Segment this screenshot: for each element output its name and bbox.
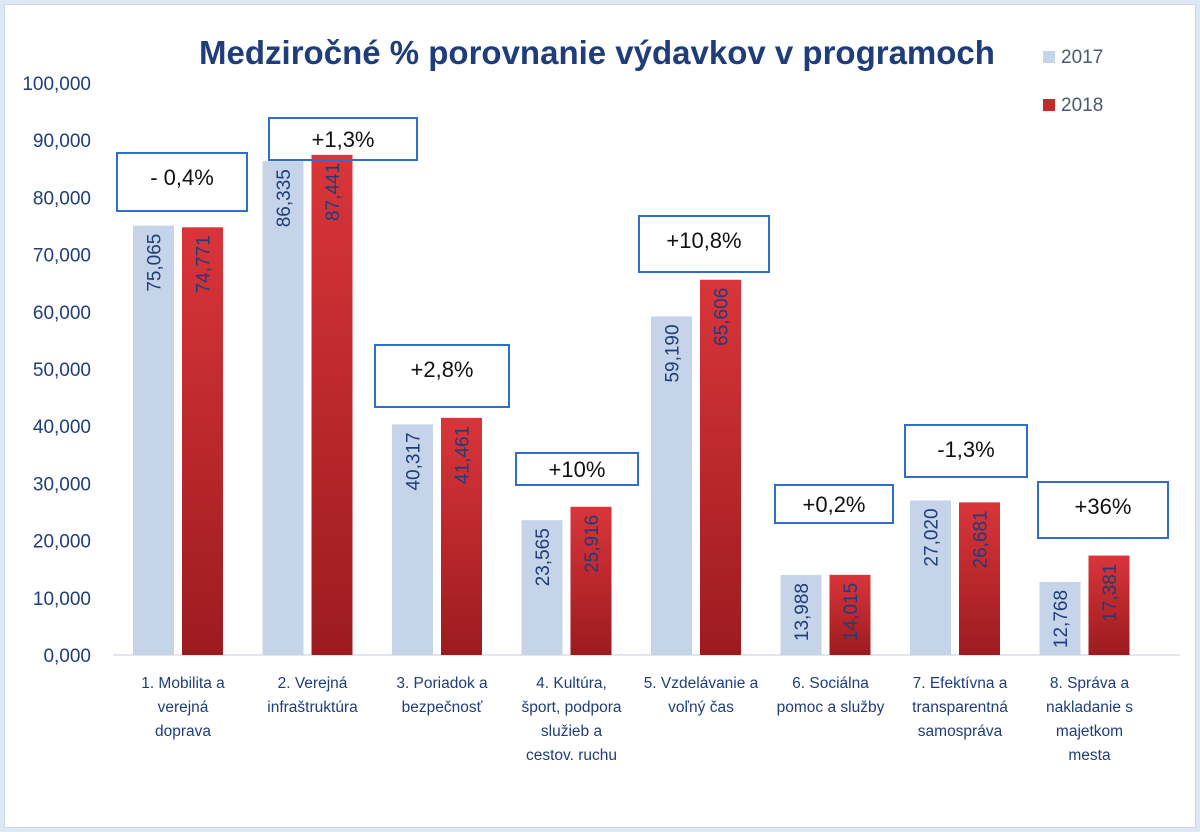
- change-annotation: - 0,4%: [116, 152, 248, 212]
- legend-label: 2017: [1061, 47, 1103, 68]
- bar-2017: [262, 161, 304, 655]
- bar-2018: [570, 506, 612, 655]
- bar-2018: [700, 279, 741, 655]
- y-tick-label: 90,000: [33, 131, 91, 152]
- bar-2017: [651, 316, 692, 655]
- y-tick-label: 10,000: [33, 589, 91, 610]
- annotation-text: +10,8%: [666, 228, 741, 253]
- annotation-text: +1,3%: [312, 127, 375, 152]
- annotation-text: +2,8%: [411, 357, 474, 382]
- bar-value-label: 27,020: [922, 508, 943, 566]
- annotations: - 0,4% +1,3% +2,8% +10% +10,8% +0,2% -1,3% +36%: [116, 117, 1169, 539]
- y-tick-label: 50,000: [33, 360, 91, 381]
- x-tick-label: 1. Mobilita a verejná doprava: [141, 675, 225, 740]
- annotation-box: [116, 152, 248, 212]
- y-tick-label: 40,000: [33, 417, 91, 438]
- bar-2017: [780, 574, 822, 655]
- bar-2018: [959, 502, 1000, 655]
- change-annotation: -1,3%: [904, 424, 1028, 478]
- y-tick-label: 0,000: [43, 646, 91, 667]
- x-axis: 1. Mobilita a verejná doprava 2. Verejná inf…: [141, 675, 1133, 764]
- y-tick-label: 80,000: [33, 188, 91, 209]
- chart-title: Medziročné % porovnanie výdavkov v progr…: [199, 34, 995, 71]
- bar-chart: Medziročné % porovnanie výdavkov v progr…: [22, 34, 1180, 764]
- bar-value-label: 40,317: [404, 432, 425, 490]
- bar-value-label: 23,565: [533, 528, 554, 586]
- y-axis: 0,000 10,000 20,000 30,000 40,000 50,000 60,00…: [22, 74, 1180, 667]
- x-tick-label: 8. Správa a nakladanie s majetkom mesta: [1046, 675, 1133, 764]
- x-tick-label: 7. Efektívna a transparentná samospráva: [912, 675, 1008, 740]
- bar-2018: [441, 417, 482, 655]
- bar-value-label: 86,335: [274, 169, 295, 227]
- y-tick-label: 60,000: [33, 303, 91, 324]
- bar-2017: [133, 225, 174, 655]
- bar-value-label: 25,916: [582, 515, 603, 573]
- legend-label: 2018: [1061, 95, 1103, 116]
- bar-value-label: 41,461: [453, 426, 474, 484]
- bar-value-label: 87,441: [323, 163, 344, 221]
- legend-swatch: [1043, 51, 1055, 63]
- annotation-text: +10%: [549, 457, 606, 482]
- change-annotation: +2,8%: [374, 344, 510, 408]
- annotation-box: [1037, 481, 1169, 539]
- bar-value-label: 13,988: [792, 583, 813, 641]
- annotation-box: [515, 452, 639, 486]
- y-tick-label: 70,000: [33, 246, 91, 267]
- x-tick-label: 2. Verejná infraštruktúra: [267, 675, 358, 716]
- bar-2018: [829, 574, 871, 655]
- annotation-text: +36%: [1075, 494, 1132, 519]
- x-tick-label: 6. Sociálna pomoc a služby: [777, 675, 885, 716]
- bar-2017: [1039, 581, 1081, 655]
- bar-value-label: 17,381: [1100, 564, 1121, 622]
- annotation-box: [638, 215, 770, 273]
- annotation-box: [268, 117, 418, 161]
- legend: 2017 2018: [1043, 47, 1103, 116]
- annotation-box: [374, 344, 510, 408]
- y-tick-label: 30,000: [33, 474, 91, 495]
- bar-2017: [910, 500, 951, 655]
- annotation-text: - 0,4%: [150, 165, 214, 190]
- annotation-text: +0,2%: [803, 492, 866, 517]
- y-tick-label: 20,000: [33, 532, 91, 553]
- annotation-box: [774, 484, 894, 524]
- change-annotation: +10,8%: [638, 215, 770, 273]
- bar-2017: [392, 424, 433, 655]
- change-annotation: +1,3%: [268, 117, 418, 161]
- bar-2018: [1088, 555, 1130, 655]
- x-tick-label: 5. Vzdelávanie a voľný čas: [644, 675, 759, 716]
- change-annotation: +10%: [515, 452, 639, 486]
- change-annotation: +0,2%: [774, 484, 894, 524]
- bar-value-label: 65,606: [712, 288, 733, 346]
- bar-2018: [182, 227, 223, 655]
- bar-2017: [521, 520, 563, 655]
- change-annotation: +36%: [1037, 481, 1169, 539]
- x-tick-label: 3. Poriadok a bezpečnosť: [396, 675, 488, 716]
- x-tick-label: 4. Kultúra, šport, podpora služieb a cestov…: [522, 675, 622, 764]
- bar-value-label: 26,681: [971, 510, 992, 568]
- bars: 75,065 86,335 40,317 23,565 59,190 13,988 27,0…: [133, 154, 1130, 656]
- annotation-text: -1,3%: [937, 437, 994, 462]
- chart-frame: Medziročné % porovnanie výdavkov v progr…: [4, 4, 1196, 828]
- bar-2018: [311, 154, 353, 656]
- bar-value-label: 75,065: [145, 234, 166, 292]
- legend-swatch: [1043, 99, 1055, 111]
- y-tick-label: 100,000: [22, 74, 91, 95]
- bar-value-label: 12,768: [1051, 590, 1072, 648]
- bar-value-label: 59,190: [663, 324, 684, 382]
- legend-item-2018: 2018: [1043, 95, 1103, 116]
- bar-value-label: 74,771: [194, 235, 215, 293]
- legend-item-2017: 2017: [1043, 47, 1103, 68]
- bar-value-label: 14,015: [841, 583, 862, 641]
- annotation-box: [904, 424, 1028, 478]
